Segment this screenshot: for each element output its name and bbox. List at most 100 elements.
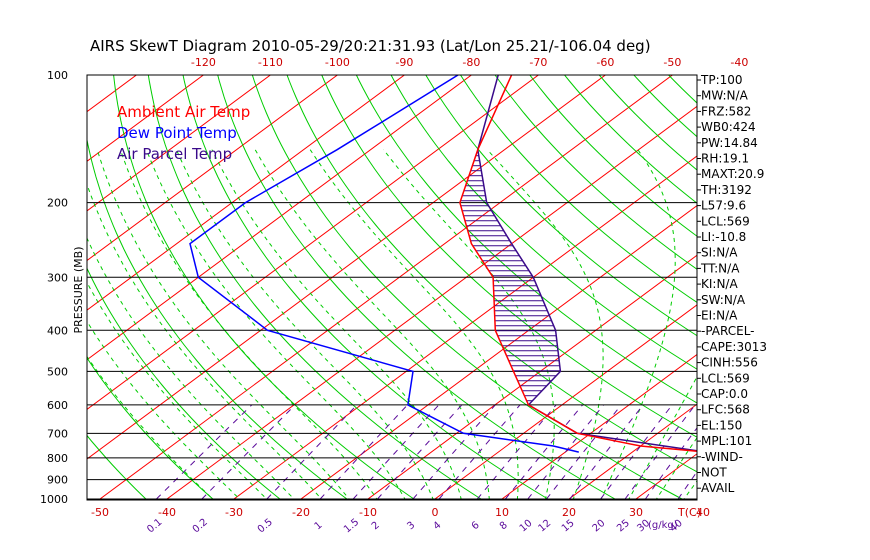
- index-label: -PARCEL-: [701, 324, 755, 338]
- top-temp-tick-label: -60: [596, 56, 614, 69]
- background-lines: [0, 56, 870, 508]
- bottom-temp-tick-label: 10: [495, 506, 509, 519]
- pressure-tick-label: 800: [47, 452, 68, 465]
- moist-adiabat-line: [486, 149, 604, 500]
- dry-adiabat-line: [147, 75, 484, 500]
- mixing-ratio-label: 20: [591, 518, 608, 535]
- dry-adiabat-line: [864, 65, 870, 505]
- legend: Ambient Air Temp Dew Point Temp Air Parcel…: [117, 103, 250, 163]
- index-label: EI:N/A: [701, 309, 738, 323]
- index-label: TT:N/A: [700, 261, 740, 275]
- mixing-unit-label: (g/kg): [648, 520, 678, 531]
- pressure-tick-label: 200: [47, 197, 68, 210]
- mixing-ratio-label: 0.2: [191, 517, 210, 536]
- dry-adiabat-line: [87, 357, 215, 500]
- index-label: MAXT:20.9: [701, 167, 764, 181]
- dry-adiabat-line: [0, 65, 17, 505]
- isotherm-line: [825, 56, 870, 508]
- index-label: MW:N/A: [701, 89, 749, 103]
- dry-adiabat-line: [762, 65, 870, 505]
- mixing-ratio-line: [319, 404, 408, 500]
- mixing-ratio-label: 12: [536, 518, 553, 535]
- cape-hatching: [460, 155, 561, 402]
- index-label: TP:100: [700, 73, 743, 87]
- dry-adiabat-line: [529, 75, 697, 237]
- legend-entry: Ambient Air Temp: [117, 103, 250, 121]
- dry-adiabat-line: [217, 75, 618, 500]
- isotherm-line: [87, 75, 607, 460]
- isotherm-line: [87, 75, 339, 262]
- bottom-temp-tick-label: -30: [225, 506, 243, 519]
- bottom-temp-tick-label: -50: [91, 506, 109, 519]
- isotherm-line: [87, 75, 406, 311]
- bottom-temp-tick-label: 40: [696, 506, 710, 519]
- top-temp-tick-label: -50: [663, 56, 681, 69]
- mixing-ratio-line: [266, 404, 358, 500]
- mixing-ratio-line: [352, 404, 440, 500]
- dry-adiabat-line: [459, 75, 697, 303]
- index-label: LI:-10.8: [701, 230, 746, 244]
- pressure-tick-label: 700: [47, 427, 68, 440]
- mixing-ratio-label: 4: [432, 520, 444, 533]
- top-temp-tick-label: -80: [462, 56, 480, 69]
- mixing-ratio-line: [600, 404, 673, 500]
- isotherm-line: [87, 75, 473, 361]
- moist-adiabat-line: [600, 149, 676, 500]
- bottom-temp-tick-label: 30: [629, 506, 643, 519]
- index-label: CAPE:3013: [701, 340, 767, 354]
- index-label: AVAIL: [701, 481, 735, 495]
- index-label: FRZ:582: [701, 104, 751, 118]
- top-temp-tick-label: -110: [258, 56, 283, 69]
- index-label: LFC:568: [701, 403, 750, 417]
- isotherm-line: [97, 75, 674, 500]
- index-label: CAP:0.0: [701, 387, 748, 401]
- index-label: KI:N/A: [701, 277, 738, 291]
- index-label: SW:N/A: [701, 293, 746, 307]
- mixing-ratio-label: 2: [370, 520, 382, 533]
- top-temp-tick-label: -90: [395, 56, 413, 69]
- index-label: L57:9.6: [701, 199, 746, 213]
- top-temp-tick-label: -70: [529, 56, 547, 69]
- bottom-temp-tick-label: 20: [562, 506, 576, 519]
- isotherm-line: [758, 56, 870, 508]
- index-label: SI:N/A: [701, 246, 738, 260]
- mixing-ratio-label: 25: [615, 518, 632, 535]
- dry-adiabat-line: [563, 75, 697, 204]
- chart-title: AIRS SkewT Diagram 2010-05-29/20:21:31.9…: [90, 37, 651, 55]
- mixing-ratio-line: [505, 404, 583, 500]
- bottom-temp-tick-label: -10: [359, 506, 377, 519]
- temp-unit-label: T(C): [677, 506, 701, 519]
- moist-adiabat-line: [87, 183, 323, 500]
- index-label: NOT: [701, 466, 727, 480]
- moist-adiabat-line: [96, 149, 351, 500]
- index-label: LCL:569: [701, 214, 750, 228]
- mixing-ratio-line: [156, 404, 253, 500]
- sounding-curves: [189, 75, 697, 453]
- index-label: TH:3192: [700, 183, 752, 197]
- bottom-temp-tick-label: 0: [432, 506, 439, 519]
- bottom-temp-tick-label: -20: [292, 506, 310, 519]
- isotherm-line: [432, 304, 697, 500]
- index-label: LCL:569: [701, 371, 750, 385]
- dry-adiabat-line: [390, 75, 697, 370]
- dry-adiabat-line: [87, 137, 350, 500]
- isotherm-line: [298, 205, 697, 500]
- mixing-ratio-label: 10: [518, 518, 535, 535]
- bottom-temp-tick-label: -40: [158, 506, 176, 519]
- mixing-ratio-line: [546, 404, 622, 500]
- mixing-ratio-label: 3: [405, 520, 417, 533]
- index-label: PW:14.84: [701, 136, 758, 150]
- mixing-ratio-line: [476, 404, 557, 500]
- mixing-ratio-label: 6: [470, 520, 482, 533]
- index-label: -WIND-: [701, 450, 743, 464]
- index-label: RH:19.1: [701, 152, 749, 166]
- isotherm-line: [566, 403, 697, 500]
- top-temp-tick-label: -40: [730, 56, 748, 69]
- legend-entry: Dew Point Temp: [117, 124, 237, 142]
- index-label: CINH:556: [701, 356, 758, 370]
- mixing-ratio-label: 0.5: [256, 517, 275, 536]
- mixing-ratio-label: 15: [560, 518, 577, 535]
- legend-entry: Air Parcel Temp: [117, 145, 232, 163]
